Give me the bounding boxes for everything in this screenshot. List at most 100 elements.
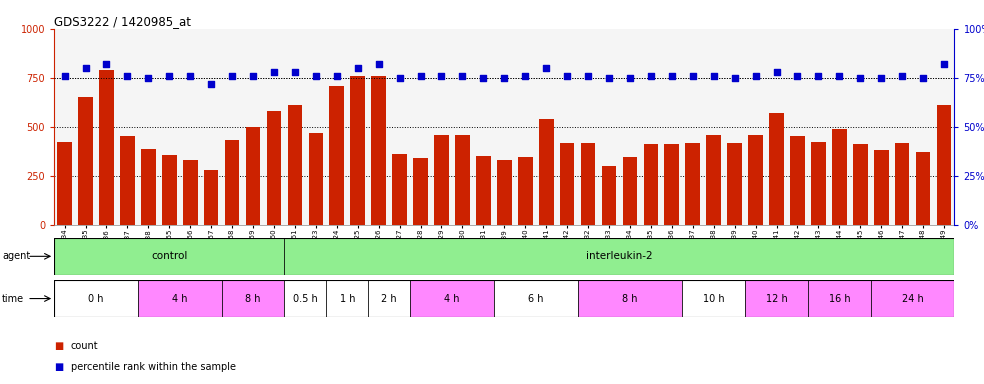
Bar [578,280,682,317]
Bar [162,155,176,225]
Bar [871,280,954,317]
Bar [894,143,909,225]
Point [224,73,240,79]
Bar [246,127,261,225]
Point [308,73,324,79]
Bar [204,170,218,225]
Bar [368,280,410,317]
Text: percentile rank within the sample: percentile rank within the sample [71,362,236,372]
Bar [57,142,72,225]
Point [769,69,784,75]
Point [538,65,554,71]
Bar [183,160,198,225]
Bar [350,76,365,225]
Bar [141,149,155,225]
Point [266,69,281,75]
Text: 0 h: 0 h [89,293,103,304]
Point [852,74,868,81]
Bar [727,143,742,225]
Point [392,74,407,81]
Point [518,73,533,79]
Text: agent: agent [2,251,31,262]
Bar [916,152,931,225]
Point [497,74,513,81]
Bar [410,280,494,317]
Text: 4 h: 4 h [172,293,188,304]
Point [98,61,114,67]
Text: 1 h: 1 h [339,293,355,304]
Bar [267,111,281,225]
Bar [138,280,221,317]
Point [706,73,721,79]
Bar [707,134,721,225]
Point [915,74,931,81]
Point [412,73,428,79]
Bar [874,150,889,225]
Point [57,73,73,79]
Bar [78,98,92,225]
Text: time: time [2,293,24,304]
Bar [518,157,532,225]
Point [434,73,450,79]
Point [789,73,805,79]
Point [161,73,177,79]
Point [748,73,764,79]
Bar [284,238,954,275]
Point [204,81,219,87]
Point [350,65,366,71]
Point [329,73,344,79]
Bar [99,70,114,225]
Bar [284,280,327,317]
Bar [54,238,284,275]
Text: 6 h: 6 h [528,293,543,304]
Point [287,69,303,75]
Bar [745,280,808,317]
Text: count: count [71,341,98,351]
Point [245,73,261,79]
Bar [539,119,554,225]
Text: ■: ■ [54,362,63,372]
Text: ■: ■ [54,341,63,351]
Bar [476,156,491,225]
Bar [413,158,428,225]
Bar [769,113,784,225]
Bar [371,76,386,225]
Bar [601,166,616,225]
Bar [455,134,469,225]
Bar [393,154,407,225]
Bar [287,105,302,225]
Bar [811,142,826,225]
Point [455,73,470,79]
Bar [54,280,138,317]
Bar [327,280,368,317]
Bar [330,86,344,225]
Point [141,74,156,81]
Bar [497,160,512,225]
Point [727,74,743,81]
Bar [748,134,763,225]
Bar [494,280,578,317]
Point [874,74,890,81]
Bar [832,129,846,225]
Point [119,73,135,79]
Bar [309,132,323,225]
Bar [120,136,135,225]
Bar [644,144,658,225]
Text: interleukin-2: interleukin-2 [586,251,652,262]
Bar [224,141,239,225]
Text: control: control [152,251,188,262]
Point [622,74,638,81]
Point [685,73,701,79]
Point [643,73,658,79]
Bar [581,143,595,225]
Text: 2 h: 2 h [382,293,397,304]
Point [601,74,617,81]
Text: 8 h: 8 h [245,293,261,304]
Bar [790,136,805,225]
Point [581,73,596,79]
Bar [682,280,745,317]
Point [559,73,575,79]
Text: GDS3222 / 1420985_at: GDS3222 / 1420985_at [54,15,191,28]
Point [811,73,827,79]
Point [475,74,491,81]
